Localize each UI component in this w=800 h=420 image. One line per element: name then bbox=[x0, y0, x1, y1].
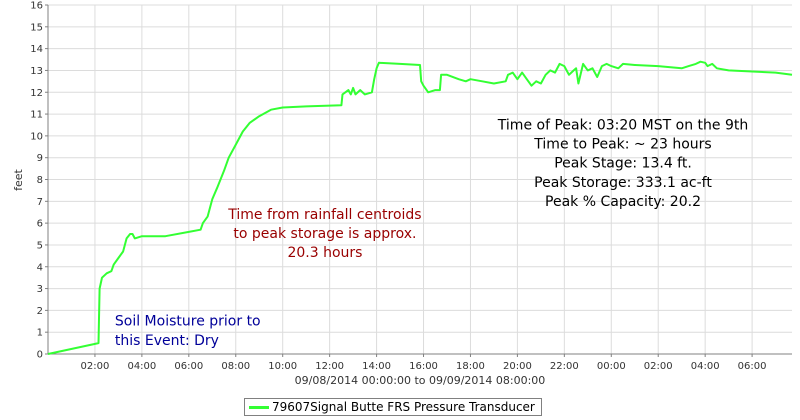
annotation-line: this Event: Dry bbox=[115, 333, 219, 349]
y-tick-label: 1 bbox=[37, 328, 43, 339]
y-tick-label: 15 bbox=[30, 22, 43, 33]
annotation-line: Peak % Capacity: 20.2 bbox=[545, 194, 701, 210]
y-tick-label: 6 bbox=[37, 219, 43, 230]
series-layer bbox=[47, 60, 793, 355]
annotation-line: Peak Stage: 13.4 ft. bbox=[554, 156, 692, 172]
y-tick-label: 5 bbox=[37, 240, 43, 251]
x-tick-label: 16:00 bbox=[409, 361, 438, 372]
x-tick-label: 06:00 bbox=[738, 361, 767, 372]
annotation-line: Time to Peak: ~ 23 hours bbox=[533, 137, 711, 153]
annotations: Time of Peak: 03:20 MST on the 9th Time t… bbox=[115, 117, 748, 349]
x-tick-label: 20:00 bbox=[503, 361, 532, 372]
y-tick-label: 0 bbox=[37, 350, 43, 361]
x-tick-label: 02:00 bbox=[81, 361, 110, 372]
annotation-line: to peak storage is approx. bbox=[233, 226, 416, 242]
y-tick-label: 7 bbox=[37, 197, 43, 208]
x-tick-label: 06:00 bbox=[174, 361, 203, 372]
y-tick-label: 4 bbox=[37, 262, 43, 273]
x-axis-ticks: 02:00 04:00 06:00 08:00 10:00 12:00 14:00 16:00… bbox=[81, 354, 767, 372]
y-tick-label: 3 bbox=[37, 284, 43, 295]
x-tick-label: 02:00 bbox=[644, 361, 673, 372]
y-tick-label: 11 bbox=[30, 110, 43, 121]
annotation-line: Peak Storage: 333.1 ac-ft bbox=[534, 175, 712, 191]
series-line-0 bbox=[47, 60, 793, 355]
annotation-line: Time from rainfall centroids bbox=[227, 207, 421, 223]
x-tick-label: 08:00 bbox=[221, 361, 250, 372]
annotation-line: 20.3 hours bbox=[287, 245, 362, 261]
annotation-line: Soil Moisture prior to bbox=[115, 314, 261, 330]
x-tick-label: 04:00 bbox=[127, 361, 156, 372]
x-tick-label: 00:00 bbox=[597, 361, 626, 372]
y-axis-title: feet bbox=[12, 168, 25, 190]
annotation-line: Time of Peak: 03:20 MST on the 9th bbox=[497, 117, 748, 133]
x-axis-title: 09/08/2014 00:00:00 to 09/09/2014 08:00:… bbox=[295, 374, 546, 387]
legend-label: 79607Signal Butte FRS Pressure Transduce… bbox=[272, 400, 535, 414]
annotation-soil-moisture-note: Soil Moisture prior to this Event: Dry bbox=[115, 314, 261, 349]
grid-lines bbox=[48, 4, 792, 355]
x-tick-label: 10:00 bbox=[268, 361, 297, 372]
y-tick-label: 2 bbox=[37, 306, 43, 317]
y-tick-label: 16 bbox=[30, 1, 43, 12]
x-tick-label: 12:00 bbox=[315, 361, 344, 372]
y-tick-label: 12 bbox=[30, 88, 43, 99]
y-tick-label: 13 bbox=[30, 66, 43, 77]
x-tick-label: 18:00 bbox=[456, 361, 485, 372]
x-tick-label: 22:00 bbox=[550, 361, 579, 372]
legend-swatch bbox=[249, 405, 269, 409]
y-tick-label: 8 bbox=[37, 175, 43, 186]
annotation-centroid-note: Time from rainfall centroids to peak stor… bbox=[227, 207, 421, 261]
y-tick-label: 10 bbox=[30, 131, 43, 142]
x-tick-label: 04:00 bbox=[691, 361, 720, 372]
annotation-peak-info: Time of Peak: 03:20 MST on the 9th Time t… bbox=[497, 117, 748, 210]
legend: 79607Signal Butte FRS Pressure Transduce… bbox=[244, 398, 542, 416]
y-tick-label: 14 bbox=[30, 44, 43, 55]
x-tick-label: 14:00 bbox=[362, 361, 391, 372]
y-tick-label: 9 bbox=[37, 153, 43, 164]
